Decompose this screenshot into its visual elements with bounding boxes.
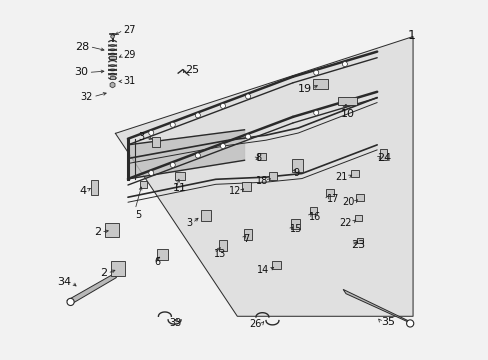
- Text: 25: 25: [185, 64, 199, 75]
- Circle shape: [170, 162, 175, 167]
- Circle shape: [195, 113, 200, 118]
- Bar: [157, 249, 168, 260]
- Circle shape: [148, 171, 153, 176]
- Text: 23: 23: [351, 240, 365, 250]
- Bar: [242, 182, 250, 191]
- Text: 21: 21: [335, 172, 347, 182]
- Text: 27: 27: [123, 25, 136, 35]
- Text: 13: 13: [214, 248, 226, 258]
- Text: 35: 35: [380, 317, 394, 327]
- Bar: [175, 172, 184, 180]
- Bar: [312, 79, 328, 89]
- Text: 22: 22: [339, 218, 351, 228]
- Circle shape: [220, 144, 225, 149]
- Circle shape: [110, 35, 114, 39]
- Bar: [257, 153, 265, 160]
- Circle shape: [406, 320, 413, 327]
- Circle shape: [313, 110, 318, 115]
- Bar: [379, 149, 386, 159]
- Circle shape: [195, 153, 200, 158]
- Bar: [290, 219, 299, 229]
- Bar: [218, 239, 227, 251]
- Bar: [356, 194, 363, 201]
- Text: 2: 2: [100, 268, 107, 278]
- Bar: [268, 172, 277, 180]
- Text: 15: 15: [290, 225, 302, 234]
- Text: 7: 7: [242, 234, 248, 244]
- Bar: [109, 76, 115, 79]
- Bar: [356, 238, 363, 243]
- Bar: [91, 180, 98, 195]
- Circle shape: [148, 130, 153, 135]
- Text: 17: 17: [326, 194, 339, 204]
- Text: 11: 11: [172, 183, 186, 193]
- Text: 32: 32: [81, 92, 93, 102]
- Bar: [104, 224, 119, 237]
- Bar: [140, 181, 146, 188]
- Text: 10: 10: [341, 109, 355, 119]
- Bar: [111, 261, 125, 276]
- Text: 19: 19: [297, 84, 311, 94]
- Text: 26: 26: [249, 319, 261, 329]
- Text: 18: 18: [255, 176, 267, 186]
- Text: 6: 6: [154, 257, 160, 267]
- Text: 3: 3: [186, 218, 192, 228]
- Bar: [354, 215, 362, 221]
- Text: 1: 1: [407, 30, 415, 42]
- Circle shape: [342, 102, 346, 107]
- Circle shape: [245, 134, 250, 139]
- Bar: [292, 159, 303, 172]
- Text: 28: 28: [75, 42, 89, 51]
- Bar: [309, 207, 316, 214]
- Bar: [151, 137, 159, 147]
- Text: 24: 24: [376, 153, 390, 163]
- Circle shape: [313, 70, 318, 75]
- Bar: [109, 55, 116, 59]
- Text: 31: 31: [123, 76, 135, 86]
- Bar: [338, 97, 356, 105]
- Text: 12: 12: [228, 186, 241, 197]
- Text: 4: 4: [80, 186, 86, 196]
- Circle shape: [220, 103, 225, 108]
- Bar: [325, 189, 333, 196]
- Polygon shape: [343, 289, 413, 324]
- Bar: [272, 261, 281, 269]
- Text: 2: 2: [94, 227, 101, 237]
- Circle shape: [342, 62, 346, 67]
- Circle shape: [245, 94, 250, 99]
- Text: 9: 9: [292, 168, 299, 178]
- Text: 3: 3: [138, 132, 144, 142]
- Text: 16: 16: [308, 212, 321, 221]
- Circle shape: [67, 298, 74, 306]
- Polygon shape: [67, 274, 116, 304]
- Text: 8: 8: [255, 153, 261, 163]
- Polygon shape: [115, 37, 412, 316]
- Bar: [351, 170, 358, 177]
- Bar: [244, 229, 252, 239]
- Circle shape: [170, 122, 175, 127]
- Text: 30: 30: [74, 67, 88, 77]
- Text: 33: 33: [169, 318, 182, 328]
- Bar: [201, 210, 210, 221]
- Polygon shape: [128, 130, 244, 179]
- Text: 34: 34: [58, 277, 72, 287]
- Text: 5: 5: [135, 211, 141, 220]
- Text: 29: 29: [123, 50, 135, 60]
- Text: 14: 14: [256, 265, 268, 275]
- Text: 20: 20: [342, 197, 354, 207]
